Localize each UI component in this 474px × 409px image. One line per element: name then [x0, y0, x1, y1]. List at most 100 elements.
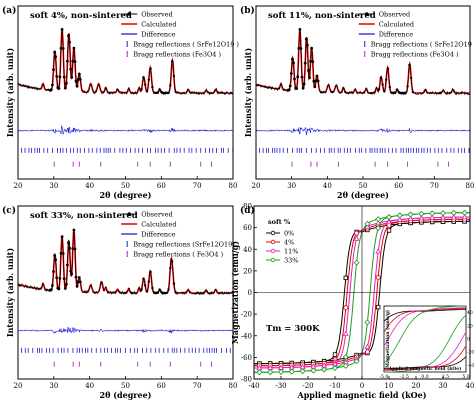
point-33pct: [450, 209, 457, 216]
observed-point: [160, 290, 163, 294]
observed-point: [314, 79, 318, 83]
point-33pct: [342, 353, 349, 360]
observed-point: [300, 75, 304, 79]
y-tick-label: 40: [243, 246, 252, 254]
point-11pct: [407, 215, 414, 221]
observed-point: [57, 87, 61, 90]
inset-x-tick-label: 2.5: [442, 374, 449, 380]
observed-point: [53, 254, 56, 258]
observed-point: [140, 88, 143, 91]
observed-point: [65, 283, 68, 286]
x-tick-label: 30: [49, 182, 58, 190]
inset-x-tick-label: -5.0: [380, 374, 389, 380]
observed-point: [156, 91, 159, 95]
observed-point: [307, 69, 310, 72]
x-tick-label: 60: [157, 382, 166, 390]
calculated-line: [17, 229, 233, 294]
x-tick-label: 20: [412, 382, 421, 390]
legend-label-calculated: Calculated: [379, 21, 414, 29]
point-0pct: [332, 352, 338, 357]
observed-point: [304, 37, 308, 41]
observed-point: [156, 291, 159, 294]
observed-point: [163, 91, 167, 95]
observed-point: [310, 46, 313, 50]
point-33pct: [440, 210, 446, 217]
x-tick-label: 70: [193, 182, 202, 190]
observed-point: [49, 288, 53, 292]
observed-point: [60, 235, 64, 239]
point-33pct: [407, 211, 414, 218]
point-33pct: [418, 210, 425, 217]
y-tick-label: 0: [248, 289, 252, 297]
observed-point: [51, 83, 54, 87]
observed-point: [309, 59, 312, 63]
observed-point: [75, 84, 79, 88]
y-tick-label: -80: [241, 376, 252, 384]
observed-point: [377, 88, 381, 91]
observed-point: [59, 252, 63, 255]
observed-point: [153, 91, 156, 95]
observed-point: [383, 90, 386, 93]
observed-point: [66, 59, 69, 63]
x-tick-label: 40: [466, 382, 474, 390]
point-4pct: [343, 305, 349, 310]
hysteresis-panel: -40 -30 -20 -10 0 10 20 30 40 -80 -60 -40 -20 0 20 40 60…: [230, 203, 474, 401]
observed-point: [316, 79, 320, 83]
observed-point: [151, 85, 154, 89]
observed-point: [52, 68, 55, 72]
inset-y-tick-label: -40: [467, 363, 474, 369]
observed-point: [301, 86, 305, 90]
observed-point: [67, 34, 70, 38]
point-33pct: [353, 358, 360, 365]
observed-point: [69, 269, 73, 273]
legend-marker-4pct: [270, 239, 276, 245]
observed-point: [144, 83, 147, 86]
point-33pct: [299, 368, 306, 375]
observed-point: [308, 76, 311, 80]
observed-point: [63, 86, 67, 90]
point-11pct: [364, 343, 371, 349]
xrd-panel-b: 20 30 40 50 60 70 80 2θ (degree) Intensity (arb.…: [240, 5, 474, 200]
point-33pct: [288, 368, 295, 375]
x-tick-label: 20: [14, 382, 23, 390]
observed-line: [17, 228, 233, 296]
x-tick-label: 80: [466, 182, 474, 190]
point-33pct: [332, 365, 338, 372]
observed-point: [70, 76, 74, 79]
y-axis-label: Intensity (arb. unit): [243, 48, 253, 138]
legend-marker-0pct: [270, 230, 276, 236]
legend-label-calculated: Calculated: [141, 21, 176, 29]
observed-point: [76, 280, 80, 284]
inset-x-axis-label: Applied magnetic field (kOe): [388, 365, 462, 372]
difference-line: [17, 326, 233, 334]
observed-point: [154, 291, 158, 295]
observed-point: [386, 67, 390, 70]
observed-point: [401, 91, 404, 95]
y-tick-label: -20: [241, 311, 252, 319]
temperature-annotation: Tm = 300K: [266, 324, 320, 334]
point-33pct: [267, 369, 274, 376]
observed-point: [63, 287, 67, 290]
observed-point: [72, 46, 76, 50]
observed-point: [399, 91, 402, 95]
legend-marker-11pct: [270, 248, 276, 254]
observed-point: [145, 90, 149, 93]
observed-point: [142, 76, 145, 79]
observed-point: [167, 91, 170, 95]
observed-point: [55, 276, 59, 280]
y-tick-label: 60: [243, 224, 252, 232]
observed-point: [291, 57, 294, 61]
legend-label-4pct: 4%: [284, 239, 294, 247]
observed-point: [147, 78, 150, 81]
x-tick-label: 50: [121, 182, 130, 190]
panel-label: (a): [2, 5, 16, 16]
observed-point: [149, 270, 152, 274]
x-tick-label: 40: [323, 182, 332, 190]
y-tick-label: -60: [241, 354, 252, 362]
legend-label-difference: Difference: [141, 231, 176, 239]
observed-point: [169, 84, 172, 87]
legend-label-bragg-fe3o4: Bragg reflections (Fe3O4 ): [133, 51, 221, 59]
x-tick-label: 80: [229, 382, 238, 390]
panel-title: soft 4%, non-sintered: [30, 11, 132, 21]
